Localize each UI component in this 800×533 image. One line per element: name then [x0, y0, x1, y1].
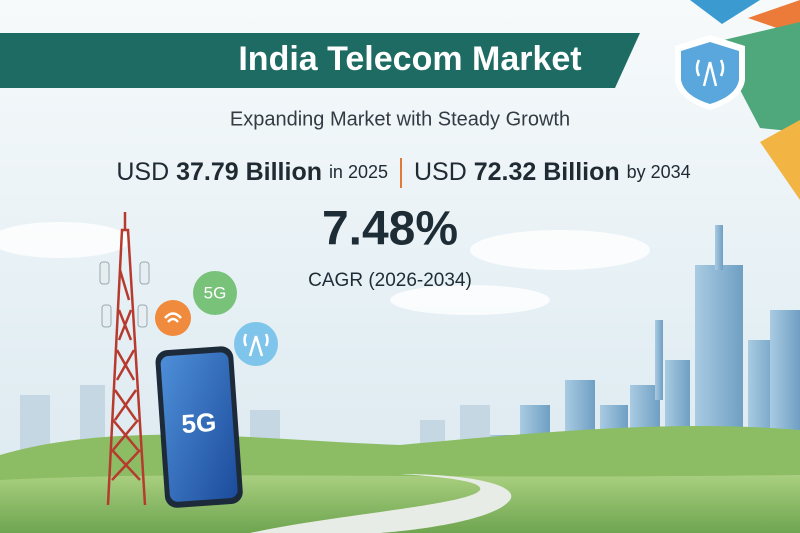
cell-tower: [106, 212, 147, 506]
currency: USD: [116, 158, 169, 186]
corner-shape: [690, 0, 760, 24]
period: by 2034: [627, 162, 691, 182]
5g-bubble: [193, 271, 237, 315]
road: [250, 474, 512, 533]
amount: 37.79 Billion: [176, 158, 322, 186]
antennas: [99, 261, 150, 328]
phone: 5G: [155, 346, 243, 508]
antenna-bubble: [234, 322, 278, 366]
cagr-label: CAGR (2026-2034): [308, 270, 472, 291]
shield-inner: [681, 42, 739, 104]
clouds: [0, 222, 650, 315]
corner-shape: [760, 120, 800, 200]
currency: USD: [414, 158, 467, 186]
shield-icon: [695, 59, 725, 87]
title-banner: [0, 33, 640, 88]
bubble-label: 5G: [204, 283, 227, 302]
stat-start: USD 37.79 Billion in 2025: [116, 158, 388, 186]
phone-label: 5G: [181, 407, 218, 439]
subtitle: Expanding Market with Steady Growth: [230, 108, 570, 130]
wifi-icon: [164, 312, 182, 323]
cagr-value: 7.48%: [322, 203, 458, 256]
period: in 2025: [329, 162, 388, 182]
amount: 72.32 Billion: [474, 158, 620, 186]
stat-end: USD 72.32 Billion by 2034: [414, 158, 691, 186]
antenna-icon: [243, 333, 269, 357]
title: India Telecom Market: [238, 40, 581, 78]
